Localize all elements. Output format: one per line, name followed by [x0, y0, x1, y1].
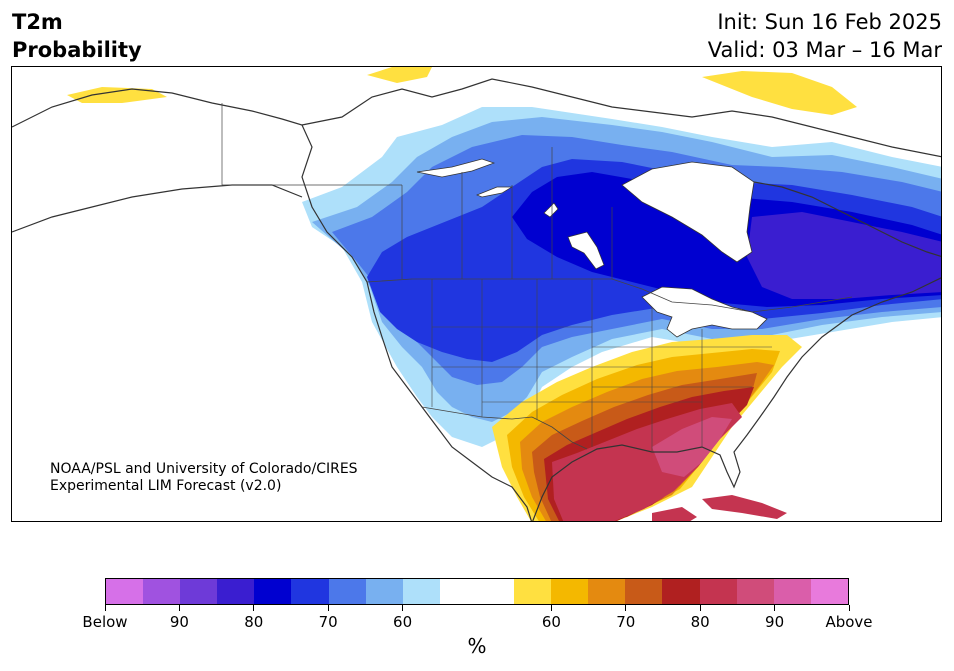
- chart-title: T2m Probability: [12, 8, 142, 64]
- colorbar-segment: [476, 579, 515, 604]
- colorbar-tick: [327, 605, 329, 611]
- colorbar-tick-label: 90: [169, 613, 189, 631]
- colorbar-tick-label: 60: [541, 613, 561, 631]
- forecast-dates: Init: Sun 16 Feb 2025 Valid: 03 Mar – 16…: [708, 8, 942, 64]
- colorbar-segment: [291, 579, 329, 604]
- colorbar-tick: [550, 605, 552, 611]
- colorbar-segment: [514, 579, 552, 604]
- valid-period: Valid: 03 Mar – 16 Mar: [707, 38, 942, 62]
- great-slave-lake: [476, 186, 514, 198]
- colorbar-segment: [588, 579, 626, 604]
- colorbar-tick: [402, 605, 404, 611]
- colorbar-tick-label: Above: [825, 613, 873, 631]
- title-line-2: Probability: [12, 38, 142, 62]
- colorbar-segment: [365, 579, 403, 604]
- credit-line-2: Experimental LIM Forecast (v2.0): [50, 478, 282, 494]
- colorbar-segment: [402, 579, 440, 604]
- colorbar-segment: [328, 579, 366, 604]
- colorbar-segment: [773, 579, 811, 604]
- colorbar-tick: [104, 605, 106, 611]
- colorbar-segment: [662, 579, 700, 604]
- colorbar-tick-label: Below: [82, 613, 128, 631]
- colorbar-tick-label: 90: [765, 613, 785, 631]
- colorbar-segment: [106, 579, 144, 604]
- colorbar-tick-label: 60: [393, 613, 413, 631]
- above-patch-north-2: [67, 87, 167, 103]
- colorbar-tick-label: 70: [318, 613, 338, 631]
- colorbar-segment: [143, 579, 181, 604]
- credit-note: NOAA/PSL and University of Colorado/CIRE…: [50, 461, 358, 495]
- above-patch-north-1: [367, 67, 432, 83]
- hudson-bay: [621, 161, 755, 263]
- colorbar-segment: [736, 579, 774, 604]
- colorbar-tick: [774, 605, 776, 611]
- colorbar-tick-label: 80: [244, 613, 264, 631]
- coastline-gulf: [532, 277, 941, 521]
- coastline-labrador: [753, 181, 941, 258]
- above-patch-yucatan: [652, 507, 697, 521]
- credit-line-1: NOAA/PSL and University of Colorado/CIRE…: [50, 461, 358, 477]
- below-violet-region: [747, 212, 941, 299]
- colorbar-segment: [625, 579, 663, 604]
- coastline-west: [12, 88, 533, 521]
- colorbar-segment: [254, 579, 292, 604]
- colorbar-tick: [253, 605, 255, 611]
- above-pink-region: [652, 417, 732, 477]
- colorbar-tick-label: 80: [690, 613, 710, 631]
- colorbar-tick: [178, 605, 180, 611]
- colorbar: [105, 578, 849, 605]
- probability-map: NOAA/PSL and University of Colorado/CIRE…: [11, 66, 942, 522]
- above-patch-north-3: [702, 71, 857, 115]
- colorbar-segment: [551, 579, 589, 604]
- colorbar-unit: %: [467, 634, 487, 658]
- init-date: Init: Sun 16 Feb 2025: [717, 10, 942, 34]
- colorbar-tick-label: 70: [616, 613, 636, 631]
- colorbar-segment: [217, 579, 255, 604]
- colorbar-segment: [699, 579, 737, 604]
- map-canvas: [12, 67, 941, 521]
- colorbar-tick: [699, 605, 701, 611]
- great-bear-lake: [416, 158, 496, 178]
- us-states: [431, 279, 772, 452]
- coastline-arctic: [301, 78, 941, 158]
- coastline-alaska-south: [12, 184, 303, 233]
- title-line-1: T2m: [12, 10, 63, 34]
- canada-provinces: [221, 103, 613, 279]
- us-mexico-border: [421, 406, 588, 450]
- colorbar-tick: [848, 605, 850, 611]
- colorbar-segment: [810, 579, 848, 604]
- colorbar-tick: [625, 605, 627, 611]
- lake-athabasca: [543, 202, 559, 218]
- great-lakes: [641, 286, 768, 338]
- colorbar-segment: [180, 579, 218, 604]
- above-patch-cuba: [702, 495, 787, 519]
- colorbar-segment: [439, 579, 477, 604]
- lake-winnipeg: [567, 231, 605, 270]
